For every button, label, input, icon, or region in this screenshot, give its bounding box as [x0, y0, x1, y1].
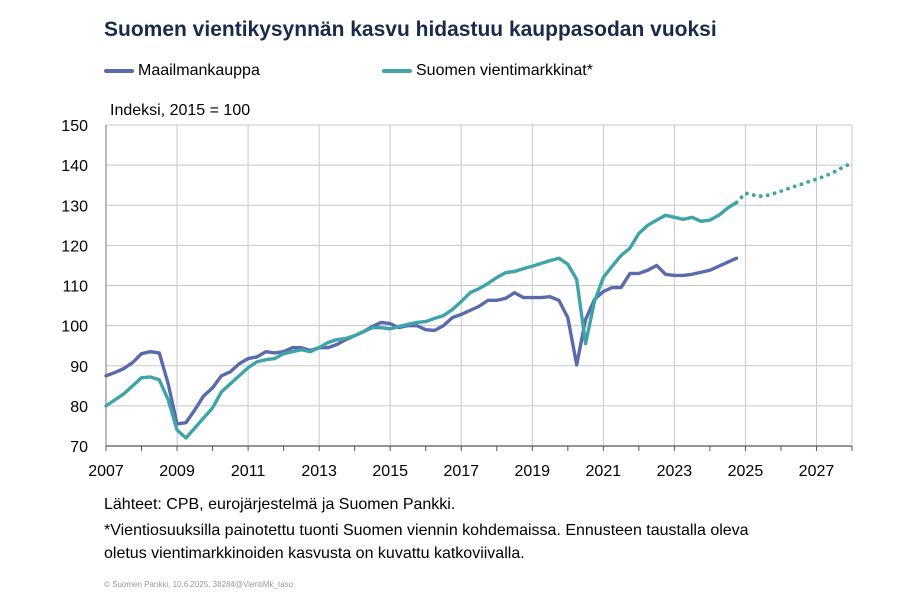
- x-tick-label: 2025: [728, 463, 764, 480]
- legend-swatch-export-markets: [382, 69, 412, 73]
- y-tick-label: 70: [70, 439, 88, 456]
- y-tick-label: 80: [70, 399, 88, 416]
- legend-swatch-world-trade: [104, 69, 134, 73]
- y-tick-label: 140: [61, 158, 88, 175]
- y-tick-label: 110: [62, 279, 88, 296]
- forecast-line: [734, 161, 854, 205]
- y-tick-label: 150: [61, 118, 88, 135]
- y-tick-label: 90: [70, 359, 88, 376]
- x-tick-label: 2017: [443, 463, 479, 480]
- chart-title: Suomen vientikysynnän kasvu hidastuu kau…: [104, 18, 717, 41]
- x-tick-label: 2013: [301, 463, 337, 480]
- y-tick-label: 130: [61, 198, 88, 215]
- legend-label-world-trade: Maailmankauppa: [138, 62, 260, 79]
- x-tick-label: 2023: [657, 463, 693, 480]
- x-tick-label: 2015: [372, 463, 408, 480]
- x-tick-label: 2019: [514, 463, 550, 480]
- legend-label-export-markets: Suomen vientimarkkinat*: [416, 62, 593, 79]
- x-tick-label: 2011: [231, 463, 266, 480]
- x-tick-label: 2027: [799, 463, 835, 480]
- x-tick-label: 2021: [586, 463, 622, 480]
- series-line-1: [104, 200, 739, 440]
- legend-item-world-trade: Maailmankauppa: [104, 62, 260, 80]
- x-tick-label: 2009: [159, 463, 195, 480]
- copyright-note: © Suomen Pankki, 10.6.2025, 38284@Vienti…: [104, 580, 294, 589]
- y-tick-label: 100: [61, 319, 88, 336]
- footer-note-line2: oletus vientimarkkinoiden kasvusta on ku…: [104, 545, 525, 562]
- x-tick-label: 2007: [88, 463, 124, 480]
- y-axis-label: Indeksi, 2015 = 100: [110, 102, 251, 119]
- legend-item-export-markets: Suomen vientimarkkinat*: [382, 62, 593, 80]
- series-line-0: [104, 256, 739, 426]
- footer-sources: Lähteet: CPB, eurojärjestelmä ja Suomen …: [104, 496, 456, 513]
- footer-note-line1: *Vientiosuuksilla painotettu tuonti Suom…: [104, 522, 749, 539]
- y-tick-label: 120: [61, 238, 88, 255]
